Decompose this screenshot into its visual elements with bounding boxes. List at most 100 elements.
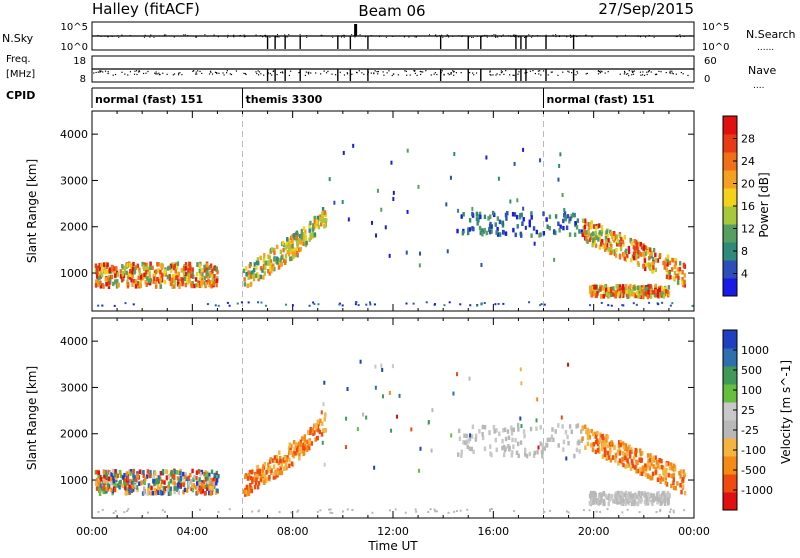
echo-cell	[126, 480, 129, 486]
echo-cell	[320, 221, 323, 227]
beam-title: Beam 06	[358, 2, 425, 20]
echo-cell	[634, 492, 637, 498]
echo-cell	[627, 294, 631, 299]
echo-cell	[603, 448, 607, 453]
nave-point	[325, 72, 328, 74]
echo-cell	[433, 303, 436, 306]
echo-cell	[492, 425, 496, 430]
nave-point	[211, 73, 214, 75]
nave-point	[367, 71, 370, 73]
echo-cell	[573, 453, 576, 459]
echo-cell	[622, 293, 625, 298]
echo-cell	[614, 458, 617, 463]
nsky-point	[233, 36, 235, 38]
nsky-point	[441, 34, 443, 36]
nsky-point	[342, 35, 344, 37]
echo-cell	[591, 447, 595, 453]
echo-cell	[290, 256, 293, 261]
echo-cell	[609, 496, 612, 501]
nave-point	[526, 71, 528, 74]
nsky-point	[100, 35, 102, 37]
nave-point	[500, 72, 503, 74]
nave-point	[532, 70, 534, 72]
echo-cell	[661, 477, 665, 482]
echo-cell	[268, 474, 271, 480]
echo-cell	[419, 446, 422, 451]
echo-cell	[102, 486, 105, 491]
echo-cell	[419, 251, 422, 256]
echo-cell	[322, 217, 326, 223]
echo-cell	[616, 449, 620, 454]
echo-cell	[206, 479, 210, 485]
echo-cell	[598, 223, 601, 228]
echo-cell	[153, 272, 156, 278]
echo-cell	[301, 445, 305, 451]
echo-cell	[313, 232, 317, 237]
echo-cell	[671, 258, 675, 263]
echo-cell	[619, 442, 622, 448]
echo-cell	[140, 480, 143, 486]
echo-cell	[633, 494, 636, 500]
echo-cell	[280, 470, 284, 476]
echo-cell	[490, 452, 493, 458]
echo-cell	[124, 482, 127, 487]
nsky-point	[227, 34, 229, 36]
nave-point	[255, 71, 257, 73]
nsky-point	[531, 36, 533, 38]
colorbar-tick-label: 25	[741, 404, 755, 417]
echo-cell	[102, 262, 106, 267]
echo-cell	[129, 269, 132, 274]
echo-cell	[101, 304, 104, 307]
echo-cell	[132, 477, 136, 482]
nave-point	[628, 74, 630, 77]
echo-cell	[505, 216, 508, 221]
echo-cell	[149, 261, 152, 267]
echo-cell	[246, 476, 250, 481]
echo-cell	[559, 224, 562, 230]
echo-cell	[206, 303, 209, 306]
echo-cell	[217, 304, 220, 307]
echo-cell	[645, 464, 648, 470]
echo-cell	[558, 163, 561, 168]
nsky-point	[579, 35, 581, 37]
echo-cell	[163, 480, 166, 485]
x-tick-label: 12:00	[377, 525, 409, 538]
echo-cell	[173, 281, 176, 286]
nave-point	[547, 74, 549, 76]
echo-cell	[667, 472, 670, 478]
echo-cell	[605, 454, 609, 459]
echo-cell	[619, 246, 623, 252]
echo-cell	[623, 452, 626, 458]
echo-cell	[567, 362, 570, 367]
echo-cell	[679, 483, 682, 488]
echo-cell	[581, 218, 585, 223]
echo-cell	[636, 294, 640, 299]
nave-point	[276, 73, 278, 76]
echo-cell	[284, 245, 287, 250]
nave-point	[453, 74, 455, 76]
nsky-point	[187, 34, 189, 36]
echo-cell	[545, 443, 549, 448]
echo-cell	[313, 218, 316, 224]
echo-cell	[611, 493, 614, 499]
nave-point	[95, 71, 97, 74]
echo-cell	[123, 265, 127, 270]
echo-cell	[153, 487, 156, 493]
echo-cell	[460, 214, 463, 219]
echo-cell	[286, 249, 289, 255]
nave-point	[575, 74, 577, 76]
nave-point	[513, 74, 515, 76]
echo-cell	[260, 301, 263, 304]
nave-point	[656, 73, 658, 76]
echo-cell	[200, 486, 203, 492]
velocity-panel	[91, 317, 695, 519]
echo-cell	[127, 488, 131, 494]
echo-cell	[629, 290, 632, 296]
nsky-point	[680, 36, 682, 38]
nave-point	[472, 72, 474, 74]
echo-cell	[666, 289, 670, 295]
echo-cell	[177, 490, 181, 495]
echo-cell	[603, 439, 606, 444]
nave-point	[216, 72, 218, 75]
nsky-point	[495, 34, 497, 36]
